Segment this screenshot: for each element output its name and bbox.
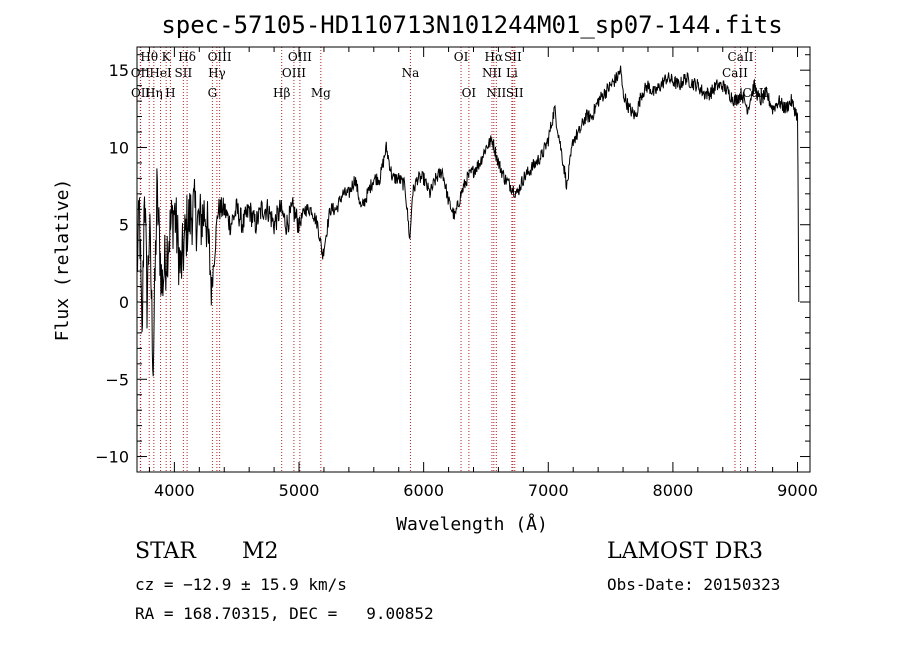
line-label-8: Hδ bbox=[178, 50, 196, 64]
line-label-22: Li bbox=[506, 66, 518, 80]
x-tick-label: 7000 bbox=[528, 481, 569, 500]
line-label-16: Na bbox=[402, 66, 420, 80]
line-label-12: Hβ bbox=[273, 86, 290, 100]
y-tick-label: 15 bbox=[109, 61, 129, 80]
line-label-11: OIII bbox=[208, 50, 232, 64]
line-label-15: Mg bbox=[311, 86, 331, 100]
line-label-2: Hθ bbox=[140, 50, 158, 64]
axis-ticks bbox=[137, 47, 810, 472]
plot-frame bbox=[136, 46, 811, 473]
spectral-line-markers bbox=[139, 47, 756, 472]
survey-name: LAMOST DR3 bbox=[607, 539, 763, 564]
line-label-25: CaII bbox=[722, 66, 748, 80]
line-label-6: H bbox=[165, 86, 175, 100]
y-tick-label: 5 bbox=[119, 216, 129, 235]
obs-date: Obs-Date: 20150323 bbox=[607, 575, 781, 594]
object-class: STAR bbox=[135, 539, 196, 564]
line-label-0: OII bbox=[131, 66, 151, 80]
x-tick-label: 9000 bbox=[777, 481, 818, 500]
line-label-5: K bbox=[162, 50, 172, 64]
line-label-4: HeI bbox=[149, 66, 172, 80]
line-label-20: Hα bbox=[485, 50, 504, 64]
redshift-text: cz = −12.9 ± 15.9 km/s bbox=[135, 575, 347, 594]
line-label-13: OIII bbox=[282, 66, 306, 80]
line-label-26: CaII bbox=[728, 50, 754, 64]
line-label-21: NII bbox=[486, 86, 506, 100]
x-tick-label: 4000 bbox=[154, 481, 195, 500]
line-label-17: OI bbox=[454, 50, 469, 64]
object-subclass: M2 bbox=[242, 539, 279, 564]
line-label-10: Hγ bbox=[208, 66, 226, 80]
line-label-23: SII bbox=[504, 50, 522, 64]
spectral-line-labels: OIIOIIHθHηHeIKHSIIHδGHγOIIIHβOIIIOIIIMgN… bbox=[131, 50, 769, 100]
line-label-19: NII bbox=[482, 66, 502, 80]
spectrum-line bbox=[136, 65, 800, 377]
line-label-7: SII bbox=[175, 66, 193, 80]
y-tick-label: −5 bbox=[105, 370, 129, 389]
chart-title: spec-57105-HD110713N101244M01_sp07-144.f… bbox=[161, 11, 782, 39]
line-label-24: SII bbox=[506, 86, 524, 100]
y-tick-label: 0 bbox=[119, 293, 129, 312]
line-label-1: OII bbox=[131, 86, 151, 100]
axis-tick-labels: 4000 5000 6000 7000 8000 9000 −10 −5 0 5 10 15 bbox=[95, 61, 818, 500]
y-tick-label: −10 bbox=[95, 448, 129, 467]
x-tick-label: 6000 bbox=[403, 481, 444, 500]
coordinates-text: RA = 168.70315, DEC = 9.00852 bbox=[135, 604, 434, 623]
y-axis-label: Flux (relative) bbox=[52, 179, 73, 342]
x-tick-label: 5000 bbox=[279, 481, 320, 500]
line-label-14: OIII bbox=[288, 50, 312, 64]
line-label-3: Hη bbox=[145, 86, 163, 100]
y-tick-label: 10 bbox=[109, 138, 129, 157]
x-tick-label: 8000 bbox=[653, 481, 694, 500]
x-axis-label: Wavelength (Å) bbox=[396, 513, 548, 535]
line-label-18: OI bbox=[462, 86, 477, 100]
line-label-9: G bbox=[208, 86, 218, 100]
